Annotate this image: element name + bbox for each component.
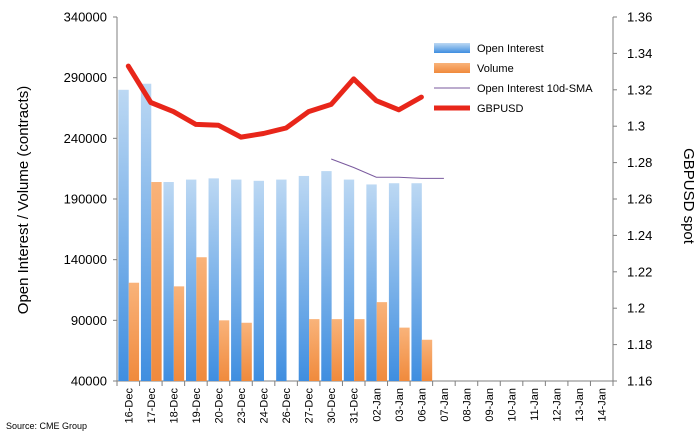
x-tick-label: 30-Dec — [326, 388, 338, 424]
open-interest-bar — [411, 183, 422, 381]
y2-tick-label: 1.16 — [627, 374, 652, 389]
y-tick-label: 140000 — [64, 252, 107, 267]
volume-bar — [399, 327, 410, 381]
x-tick-label: 24-Dec — [259, 388, 271, 424]
bars — [118, 83, 433, 382]
volume-bar — [376, 302, 388, 381]
volume-bar — [196, 257, 207, 381]
open-interest-bar — [366, 184, 377, 381]
y-axis-title: Open Interest / Volume (contracts) — [15, 86, 32, 314]
lines — [125, 63, 444, 179]
volume-bar — [241, 322, 252, 381]
y2-tick-label: 1.36 — [627, 10, 652, 25]
volume-bar — [128, 282, 140, 381]
open-interest-bar — [276, 179, 287, 381]
x-tick-label: 13-Jan — [574, 388, 586, 422]
y2-tick-label: 1.22 — [627, 264, 652, 279]
volume-bar — [309, 319, 320, 381]
legend-label: Volume — [477, 63, 514, 75]
y2-tick-label: 1.24 — [627, 228, 652, 243]
legend: Open Interest Volume Open Interest 10d-SMA… — [434, 43, 593, 115]
x-tick-label: 18-Dec — [168, 388, 180, 424]
y2-tick-label: 1.2 — [627, 301, 645, 316]
volume-bar — [218, 320, 230, 381]
volume-bar — [331, 319, 343, 381]
open-interest-bar — [163, 182, 174, 381]
open-interest-bar — [208, 178, 219, 381]
x-tick-label: 20-Dec — [213, 388, 225, 424]
y2-axis-title: GBPUSD spot — [680, 148, 697, 245]
y-tick-label: 240000 — [64, 131, 107, 146]
volume-bar — [354, 319, 365, 381]
y-tick-label: 40000 — [71, 374, 107, 389]
x-tick-label: 07-Jan — [439, 388, 451, 422]
y2-tick-label: 1.26 — [627, 192, 652, 207]
x-tick-label: 09-Jan — [484, 388, 496, 422]
x-tick-label: 03-Jan — [394, 388, 406, 422]
x-tick-label: 16-Dec — [123, 388, 135, 424]
y2-tick-label: 1.34 — [627, 46, 652, 61]
gbpusd-line — [125, 63, 424, 140]
x-tick-label: 12-Jan — [552, 388, 564, 422]
y-tick-label: 90000 — [71, 313, 107, 328]
open-interest-bar — [185, 179, 197, 381]
y-tick-label: 290000 — [64, 70, 107, 85]
y2-tick-label: 1.28 — [627, 155, 652, 170]
open-interest-sma-line — [331, 158, 444, 179]
y2-tick-label: 1.3 — [627, 119, 645, 134]
open-interest-bar — [118, 89, 129, 382]
ticks: 340000 290000 240000 190000 140000 90000 40000… — [64, 10, 653, 424]
x-tick-label: 08-Jan — [461, 388, 473, 422]
volume-bar — [421, 339, 433, 381]
volume-bar — [173, 286, 185, 381]
volume-bar — [151, 182, 162, 381]
x-tick-label: 19-Dec — [191, 388, 203, 424]
y-tick-label: 340000 — [64, 10, 107, 25]
legend-label: Open Interest 10d-SMA — [477, 83, 593, 95]
x-tick-label: 02-Jan — [371, 388, 383, 422]
x-tick-label: 10-Jan — [507, 388, 519, 422]
legend-swatch — [434, 63, 470, 73]
open-interest-bar — [231, 179, 242, 381]
open-interest-bar — [253, 180, 264, 381]
open-interest-bar — [140, 83, 152, 381]
legend-swatch — [434, 43, 470, 53]
legend-label: Open Interest — [477, 43, 544, 55]
x-tick-label: 23-Dec — [236, 388, 248, 424]
legend-label: GBPUSD — [477, 103, 524, 115]
x-tick-label: 27-Dec — [304, 388, 316, 424]
open-interest-bar — [388, 183, 400, 381]
open-interest-bar — [343, 179, 355, 381]
x-tick-label: 31-Dec — [349, 388, 361, 424]
source-note: Source: CME Group — [6, 421, 87, 431]
x-tick-label: 11-Jan — [529, 388, 541, 421]
y-axis-title-left: Open Interest / Volume (contracts) — [15, 86, 32, 314]
x-tick-label: 14-Jan — [597, 388, 609, 422]
open-interest-bar — [321, 171, 332, 381]
y2-tick-label: 1.32 — [627, 82, 652, 97]
y-axis-title-right: GBPUSD spot — [680, 148, 697, 245]
x-tick-label: 06-Jan — [416, 388, 428, 422]
y-tick-label: 190000 — [64, 192, 107, 207]
x-tick-label: 17-Dec — [146, 388, 158, 424]
open-interest-bar — [298, 175, 310, 381]
x-tick-label: 26-Dec — [281, 388, 293, 424]
y2-tick-label: 1.18 — [627, 337, 652, 352]
